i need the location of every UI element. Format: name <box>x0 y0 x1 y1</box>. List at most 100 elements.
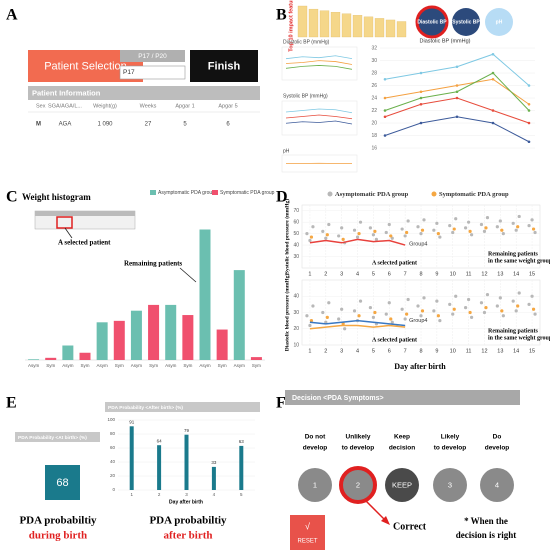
option-button[interactable] <box>298 468 332 502</box>
feature-button[interactable] <box>415 5 449 39</box>
x-tick-label: Asym <box>62 363 74 368</box>
finish-button[interactable] <box>190 50 258 82</box>
point <box>455 84 459 87</box>
point <box>500 228 504 232</box>
point <box>485 293 490 297</box>
point <box>511 221 515 225</box>
y-tick-label: 30 <box>293 254 299 260</box>
point <box>419 232 423 236</box>
button-text: Patient Selection <box>44 60 127 72</box>
mini-chart-frame <box>281 100 358 136</box>
feature-button[interactable] <box>452 8 480 36</box>
point <box>355 235 360 239</box>
point <box>517 214 521 219</box>
cell: 1 090 <box>97 122 113 128</box>
x-tick-label: 15 <box>529 348 535 354</box>
option-label: Unlikely <box>346 434 371 441</box>
point <box>416 225 420 229</box>
legend-swatch <box>212 190 218 195</box>
point <box>383 109 387 112</box>
x-tick-label: 11 <box>466 271 472 277</box>
point <box>454 294 458 298</box>
option-label: to develop <box>434 445 467 452</box>
x-tick-label: 7 <box>404 271 407 277</box>
caption: PDA probabiltiy <box>19 515 97 527</box>
x-tick-label: 8 <box>419 348 422 354</box>
y-tick-label: 20 <box>293 326 299 332</box>
bar <box>148 304 160 360</box>
option-button[interactable] <box>385 468 419 502</box>
annotation: A selected patient <box>372 337 417 343</box>
x-tick-label: 15 <box>529 271 535 277</box>
legend-label: Asymptomatic PDA group <box>335 191 409 198</box>
y-tick-label: 40 <box>293 294 299 300</box>
point <box>383 134 387 137</box>
x-tick-label: 5 <box>240 492 243 497</box>
point <box>305 314 309 318</box>
caption: after birth <box>164 530 213 542</box>
point <box>422 218 426 222</box>
option-button-text: 4 <box>495 480 499 489</box>
x-tick-label: 2 <box>158 492 161 497</box>
column-header: Sex <box>36 103 46 109</box>
point <box>390 320 394 324</box>
legend-label: Asymptomatic PDA group <box>158 190 215 196</box>
x-tick-label: 5 <box>372 271 375 277</box>
point <box>436 232 440 236</box>
mini-chart-title: Diastolic BP (mmHg) <box>283 39 330 45</box>
patient-line <box>309 324 406 330</box>
reset-button[interactable] <box>290 515 325 550</box>
point <box>383 77 387 81</box>
point <box>309 319 314 323</box>
y-tick-label: 20 <box>110 473 116 478</box>
option-button[interactable] <box>339 466 377 504</box>
point <box>485 216 490 220</box>
point <box>452 307 456 311</box>
feature-bar <box>352 15 363 38</box>
option-button-text: KEEP <box>392 480 412 489</box>
point <box>455 96 459 100</box>
series-line <box>384 116 530 143</box>
option-label: Keep <box>394 434 410 441</box>
patient-input[interactable] <box>119 65 186 80</box>
point <box>500 309 504 313</box>
point <box>422 296 426 300</box>
point <box>527 224 531 228</box>
x-tick-label: 12 <box>481 348 487 354</box>
bar <box>28 359 40 360</box>
feature-button[interactable] <box>485 8 513 36</box>
annotation: A selected patient <box>372 260 417 266</box>
option-label: Do not <box>305 434 326 441</box>
point <box>533 312 537 316</box>
point <box>311 304 315 308</box>
annotation: Remaining patients <box>488 251 539 257</box>
point <box>530 294 534 298</box>
probability-value: 68 <box>56 477 68 489</box>
point <box>482 310 487 315</box>
cell: 27 <box>145 122 152 128</box>
point <box>400 307 404 311</box>
option-button[interactable] <box>433 468 467 502</box>
point <box>451 312 455 316</box>
cell: M <box>36 122 41 128</box>
y-tick-label: 30 <box>371 58 377 64</box>
pager-text: P17 / P20 <box>138 53 167 60</box>
result: Correct <box>393 521 427 532</box>
column-header: SGA/AGA/L... <box>48 103 82 109</box>
x-tick-label: 1 <box>308 271 311 277</box>
point <box>308 323 312 328</box>
x-tick-label: 1 <box>130 492 133 497</box>
x-tick-label: Sym <box>183 363 192 368</box>
y-tick-label: 100 <box>107 417 115 422</box>
bar <box>211 466 216 490</box>
arrow-head <box>381 516 390 525</box>
option-button[interactable] <box>480 468 514 502</box>
panel-title: Decision <PDA Symptoms> <box>292 395 384 402</box>
point <box>479 301 484 305</box>
point <box>498 296 502 300</box>
y-tick-label: 32 <box>371 45 377 51</box>
point <box>491 71 495 75</box>
point <box>352 228 357 232</box>
point <box>448 224 452 228</box>
point <box>341 322 345 326</box>
